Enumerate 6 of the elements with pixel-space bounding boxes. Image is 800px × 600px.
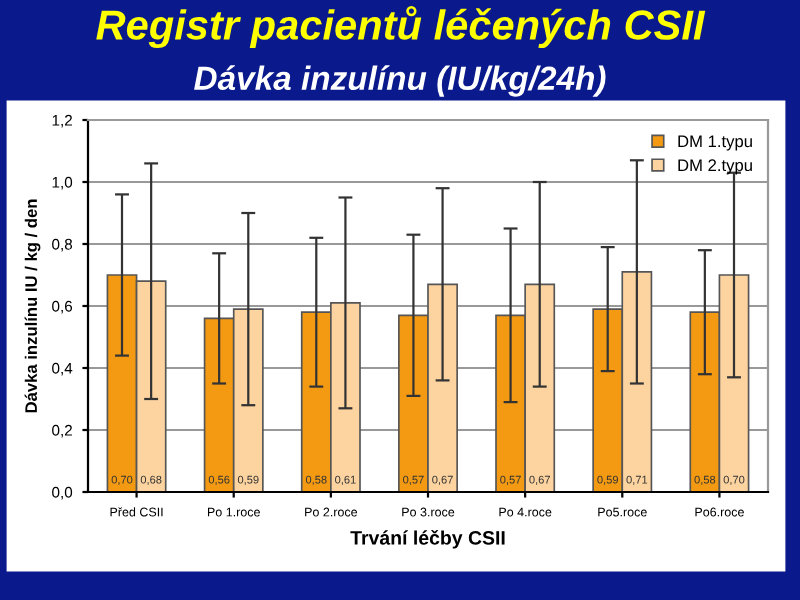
x-axis-title: Trvání léčby CSII xyxy=(350,530,505,549)
legend-label: DM 1.typu xyxy=(678,135,752,151)
chart-subtitle: Dávka inzulínu (IU/kg/24h) xyxy=(194,65,606,97)
y-axis-title: Dávka inzulínu IU / kg / den xyxy=(24,199,41,413)
legend-label: DM 2.typu xyxy=(678,159,752,175)
chart-title: Registr pacientů léčených CSII xyxy=(96,5,706,49)
